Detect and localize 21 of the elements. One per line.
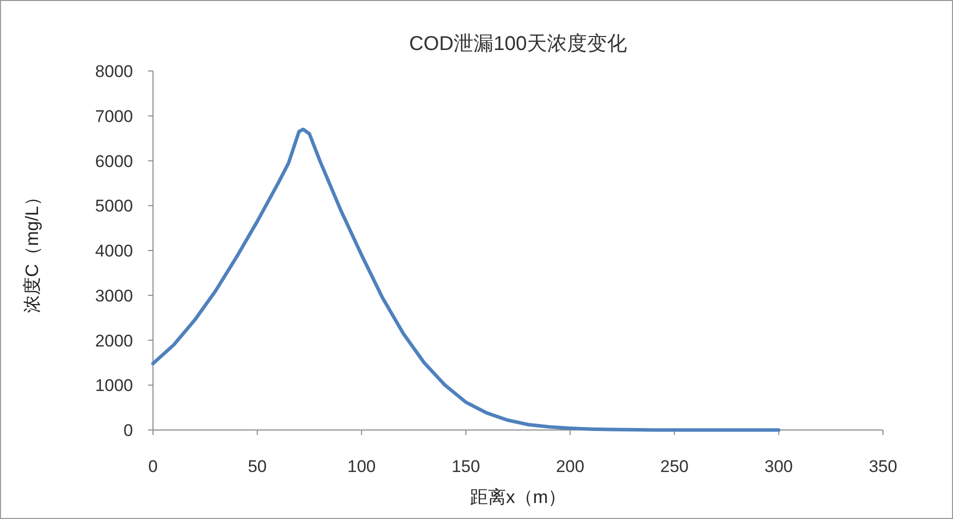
y-tick-label: 3000 <box>95 286 133 306</box>
y-tick-label: 5000 <box>95 196 133 216</box>
y-tick-label: 8000 <box>95 62 133 81</box>
y-tick-label: 2000 <box>95 331 133 350</box>
y-tick-label: 1000 <box>95 376 133 396</box>
x-tick-label: 250 <box>660 457 689 476</box>
y-tick-label: 7000 <box>95 106 133 126</box>
y-tick-label: 0 <box>124 421 133 440</box>
x-tick-label: 300 <box>764 457 793 476</box>
y-tick-label: 4000 <box>95 242 133 260</box>
x-tick-label: 0 <box>148 457 158 476</box>
x-tick-label: 150 <box>452 457 480 476</box>
x-tick-label: 200 <box>556 457 584 476</box>
x-tick-label: 100 <box>347 457 376 476</box>
x-tick-label: 350 <box>868 457 898 476</box>
x-axis-title: 距离x（m） <box>470 487 566 507</box>
chart-title: COD泄漏100天浓度变化 <box>409 33 627 55</box>
y-tick-label: 6000 <box>95 152 133 171</box>
line-series <box>151 128 780 432</box>
x-tick-label: 50 <box>248 457 267 476</box>
y-axis-title: 浓度C（mg/L） <box>22 188 42 314</box>
